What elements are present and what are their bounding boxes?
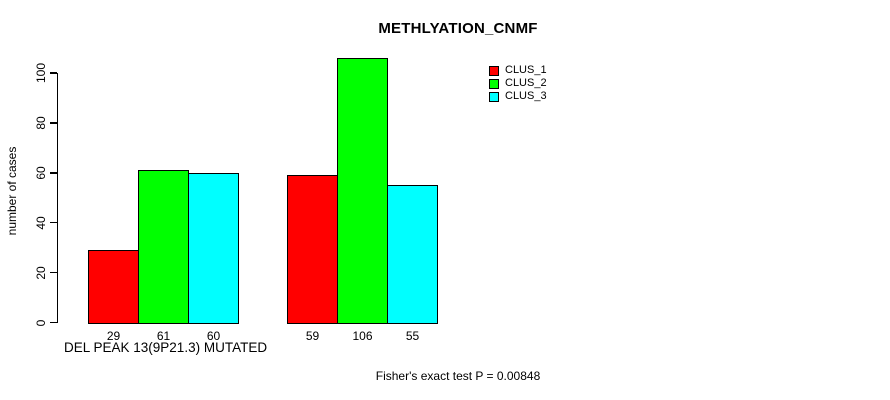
- bar-value-label-clus_2-group1: 61: [156, 329, 171, 343]
- bar-value-label-clus_2-group2: 106: [352, 329, 373, 343]
- legend-swatch-clus_1: [489, 65, 499, 76]
- legend-swatch-clus_3: [489, 91, 499, 102]
- legend-row-clus_1: CLUS_1: [489, 64, 547, 77]
- y-axis-line: [56, 72, 58, 323]
- bar-value-label-clus_3-group2: 55: [405, 329, 420, 343]
- chart-title: METHLYATION_CNMF: [378, 20, 538, 37]
- y-tick-label-100: 100: [34, 62, 48, 84]
- legend-label-clus_3: CLUS_3: [505, 90, 547, 102]
- legend-label-clus_2: CLUS_2: [505, 77, 547, 89]
- legend-swatch-clus_2: [489, 78, 499, 89]
- y-tick-40: [50, 221, 57, 224]
- legend-row-clus_2: CLUS_2: [489, 77, 547, 90]
- y-tick-label-40: 40: [34, 216, 48, 230]
- y-tick-80: [50, 122, 57, 124]
- y-tick-60: [50, 172, 57, 174]
- bar-clus_3-group2: [387, 185, 438, 324]
- bar-clus_1-group2: [287, 175, 338, 324]
- legend-row-clus_3: CLUS_3: [489, 90, 547, 103]
- y-tick-20: [50, 271, 57, 274]
- bar-value-label-clus_1-group1: 29: [106, 329, 121, 343]
- legend-label-clus_1: CLUS_1: [505, 64, 547, 76]
- bar-clus_2-group1: [138, 170, 189, 324]
- bar-clus_1-group1: [88, 250, 139, 324]
- y-tick-label-80: 80: [34, 116, 48, 130]
- y-tick-label-20: 20: [34, 265, 48, 280]
- bar-value-label-clus_1-group2: 59: [305, 329, 320, 343]
- bar-value-label-clus_3-group1: 60: [206, 329, 221, 343]
- legend: CLUS_1 CLUS_2 CLUS_3: [489, 64, 547, 103]
- bar-clus_2-group2: [337, 58, 388, 324]
- footnote-text: Fisher's exact test P = 0.00848: [375, 369, 541, 383]
- y-tick-100: [50, 72, 57, 74]
- y-tick-label-0: 0: [34, 319, 48, 326]
- x-axis-label: DEL PEAK 13(9P21.3) MUTATED: [64, 340, 268, 355]
- y-tick-label-60: 60: [34, 166, 48, 180]
- bar-clus_3-group1: [188, 172, 239, 324]
- y-tick-0: [50, 321, 57, 324]
- y-axis-label: number of cases: [5, 146, 19, 236]
